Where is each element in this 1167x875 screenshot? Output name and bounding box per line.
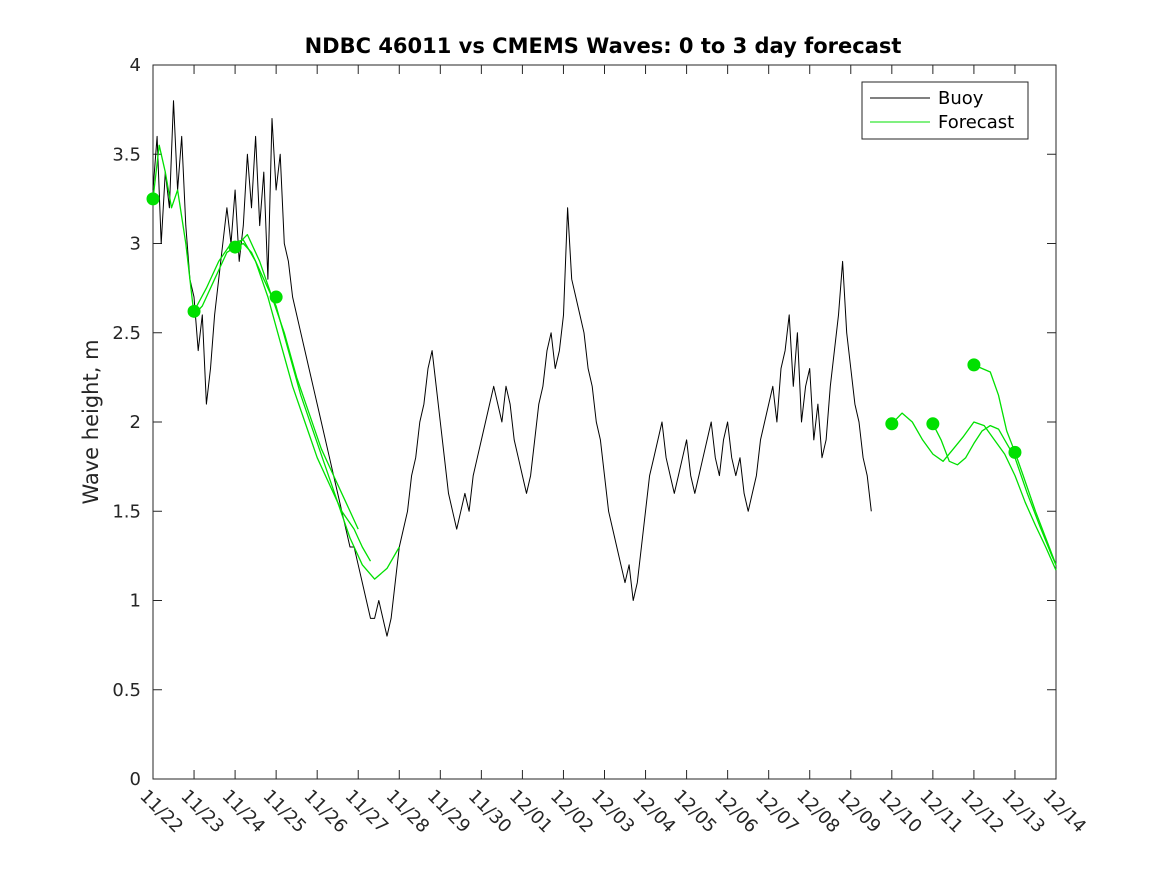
forecast-start-point: [146, 192, 160, 206]
forecast-line: [932, 423, 1057, 566]
buoy-series: [152, 100, 872, 637]
y-tick-label: 1: [130, 591, 141, 612]
forecast-start-point: [885, 417, 899, 431]
y-tick-label: 2: [130, 412, 141, 433]
legend-buoy-label: Buoy: [938, 88, 984, 109]
forecast-series: [152, 144, 1057, 580]
legend-box: [861, 81, 1029, 140]
forecast-start-point: [1008, 445, 1022, 459]
legend-forecast-label: Forecast: [938, 112, 1014, 133]
y-tick-label: 3: [130, 234, 141, 255]
y-axis-ticks: 0 0.5 1 1.5 2 2.5 3 3.5 4: [112, 55, 1056, 790]
y-tick-label: 0.5: [112, 680, 141, 701]
chart-title: NDBC 46011 vs CMEMS Waves: 0 to 3 day fo…: [305, 34, 902, 58]
y-tick-label: 3.5: [112, 144, 141, 165]
y-axis-label: Wave height, m: [79, 339, 103, 504]
y-tick-label: 1.5: [112, 501, 141, 522]
y-tick-label: 2.5: [112, 323, 141, 344]
y-tick-label: 4: [130, 55, 141, 76]
forecast-start-point: [228, 240, 242, 254]
forecast-start-point: [269, 290, 283, 304]
forecast-start-point: [967, 358, 981, 372]
y-tick-label: 0: [130, 769, 141, 790]
buoy-line: [152, 100, 872, 637]
forecast-start-points: [146, 192, 1022, 459]
forecast-line: [973, 364, 1057, 566]
forecast-line: [234, 233, 359, 530]
legend: Buoy Forecast: [861, 81, 1029, 140]
forecast-line: [193, 239, 372, 562]
forecast-start-point: [926, 417, 940, 431]
forecast-start-point: [187, 304, 201, 318]
forecast-line: [891, 412, 1057, 571]
